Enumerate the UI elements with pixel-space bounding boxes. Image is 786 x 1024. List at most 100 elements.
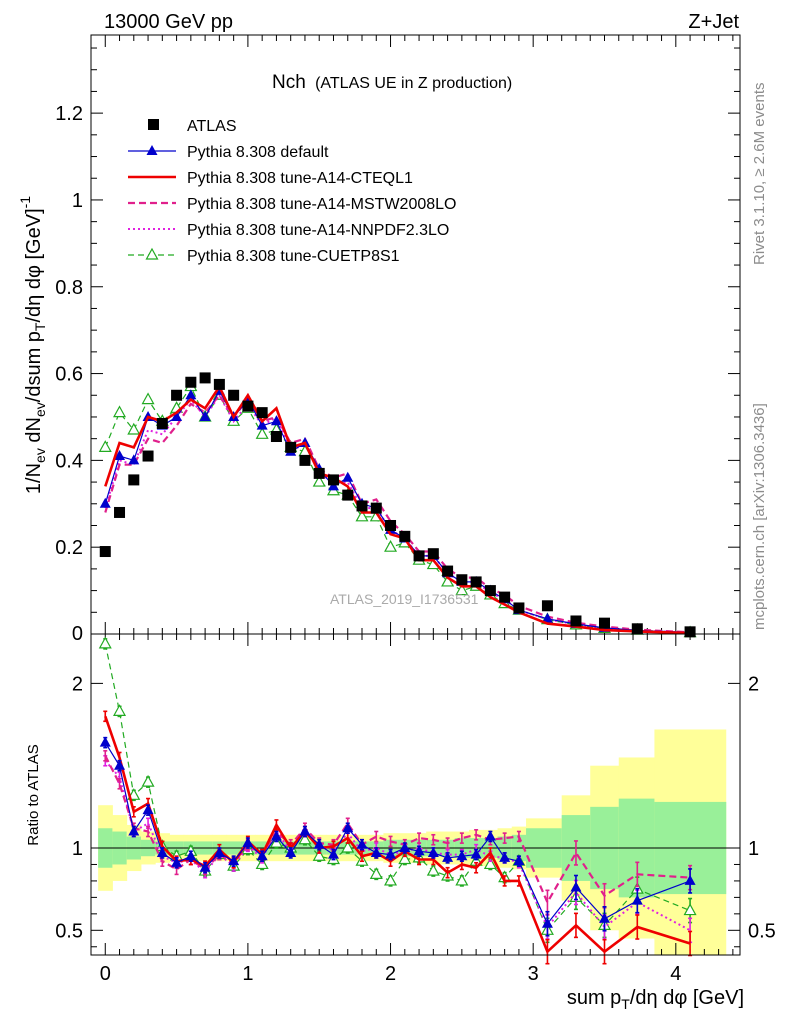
cuetp8s1-marker <box>98 440 112 452</box>
default-marker <box>171 410 183 421</box>
cuetp8s1-marker <box>298 832 312 845</box>
atlas-data-point <box>442 565 454 577</box>
cuetp8s1-marker <box>312 848 326 861</box>
default-marker <box>598 912 610 923</box>
ratio-y-tick-label-right: 0.5 <box>748 920 776 942</box>
default-marker <box>570 881 582 892</box>
cuetp8s1-marker <box>113 405 127 418</box>
default-marker <box>513 855 525 866</box>
cuetp8s1-marker <box>683 903 697 916</box>
atlas-data-point <box>228 389 240 401</box>
cuetp8s1-marker <box>355 509 369 522</box>
default-marker <box>256 850 268 861</box>
atlas-data-point <box>570 615 582 627</box>
ratio-y-tick-label-right: 1 <box>748 838 759 860</box>
atlas-data-point <box>313 467 325 479</box>
default-marker <box>442 851 454 862</box>
cuetp8s1-marker <box>455 583 469 596</box>
main-y-tick-label: 0.8 <box>55 277 83 299</box>
atlas-data-point <box>185 376 197 388</box>
atlas-data-point <box>242 400 254 412</box>
default-marker <box>270 830 282 841</box>
default-marker <box>541 612 553 623</box>
atlas-data-point <box>199 372 211 384</box>
cuetp8s1-marker <box>141 774 155 787</box>
atlas-data-point <box>299 454 311 466</box>
cuetp8s1-marker <box>98 636 112 649</box>
atlas-data-point <box>470 576 482 588</box>
atlas-data-point <box>356 500 368 512</box>
default-marker <box>256 419 268 430</box>
legend: ATLAS Pythia 8.308 default Pythia 8.308 tu… <box>128 118 456 265</box>
legend-label: Pythia 8.308 tune-A14-NNPDF2.3LO <box>187 222 449 239</box>
main-axis-ticks: 0.2 0.4 0.6 0.8 1 1.2 0 <box>55 35 740 645</box>
cuetp8s1-marker <box>384 539 398 552</box>
atlas-data-point <box>114 506 126 518</box>
default-marker <box>128 825 140 836</box>
x-axis-label: sum pT/dη dφ [GeV] <box>567 987 744 1012</box>
cuetp8s1-marker <box>312 474 326 487</box>
default-marker <box>356 838 368 849</box>
default-marker <box>114 759 126 770</box>
default-marker <box>228 855 240 866</box>
main-y-tick-label-zero: 0 <box>72 623 83 645</box>
cuetp8s1-marker <box>369 867 383 879</box>
atlas-data-point <box>385 519 397 531</box>
atlas-data-point <box>156 417 168 429</box>
default-marker <box>199 861 211 872</box>
default-marker <box>456 850 468 861</box>
default-marker <box>99 736 111 747</box>
atlas-data-point <box>213 378 225 390</box>
default-marker <box>114 450 126 461</box>
cuetp8s1-marker <box>483 857 497 870</box>
main-series <box>98 372 697 638</box>
ratio-y-tick-label: 1 <box>72 838 83 860</box>
default-marker <box>684 874 696 885</box>
x-tick-label: 0 <box>100 963 111 985</box>
default-marker <box>484 830 496 841</box>
default-marker <box>427 846 439 857</box>
main-y-tick-label: 0.6 <box>55 364 83 386</box>
legend-label: ATLAS <box>187 118 237 135</box>
atlas-data-point <box>427 548 439 560</box>
default-marker <box>385 848 397 859</box>
legend-swatch-atlas <box>148 119 159 130</box>
default-marker <box>342 822 354 833</box>
default-marker <box>313 838 325 849</box>
cuetp8s1-marker <box>398 852 412 865</box>
default-marker <box>299 825 311 836</box>
atlas-data-point <box>456 574 468 586</box>
x-tick-label: 1 <box>242 963 253 985</box>
atlas-data-point <box>270 431 282 443</box>
legend-label: Pythia 8.308 default <box>187 144 329 161</box>
main-y-tick-label: 1 <box>72 190 83 212</box>
x-tick-label: 4 <box>670 963 681 985</box>
x-tick-label: 2 <box>385 963 396 985</box>
default-marker <box>142 804 154 815</box>
main-line-pythia-8-308-tune-a14-cteql1 <box>104 383 691 635</box>
atlas-data-point <box>598 617 610 629</box>
default-marker <box>213 846 225 857</box>
atlas-data-point <box>256 407 268 419</box>
cuetp8s1-marker <box>341 840 355 853</box>
ratio-series <box>98 636 697 965</box>
cuetp8s1-marker <box>455 873 469 886</box>
default-marker <box>631 894 643 905</box>
legend-label: Pythia 8.308 tune-A14-MSTW2008LO <box>187 196 456 213</box>
cuetp8s1-marker <box>384 873 398 886</box>
default-marker <box>413 845 425 856</box>
legend-item-atlas: ATLAS <box>148 118 237 135</box>
atlas-data-point <box>142 450 154 462</box>
main-y-tick-label: 0.4 <box>55 450 83 472</box>
cuetp8s1-marker <box>141 392 155 405</box>
cuetp8s1-marker <box>113 704 127 716</box>
rivet-label: Rivet 3.1.10, ≥ 2.6M events <box>751 83 768 266</box>
main-y-tick-label: 0.2 <box>55 537 83 559</box>
ratio-series-pythia-8-308-default <box>99 736 696 937</box>
atlas-data-point <box>370 502 382 514</box>
atlas-data-point <box>342 489 354 501</box>
plot-title-main: Nch <box>272 72 306 93</box>
ratio-plot-frame <box>90 633 741 956</box>
default-marker <box>128 454 140 465</box>
